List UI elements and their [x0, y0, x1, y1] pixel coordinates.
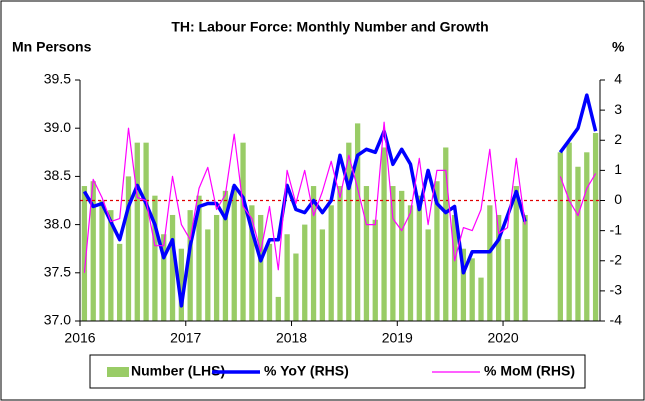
bar: [566, 142, 572, 321]
bar: [504, 239, 511, 321]
y-tick-label: 39.0: [44, 119, 71, 135]
legend-label: % MoM (RHS): [484, 363, 575, 379]
line-series: [83, 121, 597, 273]
bar: [381, 147, 387, 321]
bar: [275, 296, 281, 321]
y2-tick-label: 2: [614, 131, 622, 147]
y-tick-label: 38.5: [44, 167, 71, 183]
bar: [496, 214, 502, 321]
line-series: [82, 93, 598, 308]
y-tick-label: 39.5: [44, 71, 71, 87]
bar: [196, 195, 202, 321]
y2-tick-label: -1: [610, 221, 623, 237]
legend-label: Number (LHS): [131, 363, 225, 379]
x-tick-label: 2019: [382, 330, 413, 346]
y-axis-label: Mn Persons: [12, 39, 92, 55]
bar: [557, 152, 563, 321]
bar: [487, 205, 493, 321]
y2-axis-label: %: [612, 39, 625, 55]
x-tick-label: 2020: [487, 330, 518, 346]
bar: [425, 229, 431, 321]
y2-tick-label: 4: [614, 71, 622, 87]
bar: [161, 234, 167, 321]
bar: [407, 205, 414, 321]
bar: [258, 214, 264, 321]
bar: [187, 210, 193, 321]
bar: [354, 123, 361, 321]
bar: [117, 243, 123, 321]
bar: [205, 229, 211, 321]
y2-tick-label: 1: [614, 161, 622, 177]
bar: [399, 190, 405, 321]
bar: [416, 195, 422, 321]
y-tick-label: 37.5: [44, 264, 71, 280]
bar: [222, 190, 229, 321]
bar: [522, 214, 528, 321]
bar: [143, 142, 149, 321]
bar: [390, 186, 396, 321]
bar: [108, 210, 114, 321]
bar: [592, 133, 599, 321]
bar: [513, 186, 519, 321]
bar: [584, 152, 590, 321]
bar: [125, 176, 132, 321]
bar: [478, 277, 484, 321]
bar: [152, 195, 158, 321]
y2-tick-label: -3: [610, 282, 623, 298]
y2-tick-label: -4: [610, 312, 623, 328]
chart-title: TH: Labour Force: Monthly Number and Gro…: [171, 19, 488, 35]
y2-tick-label: 0: [614, 191, 622, 207]
x-tick-label: 2017: [170, 330, 201, 346]
x-tick-label: 2018: [276, 330, 307, 346]
bar: [213, 214, 220, 321]
bar: [372, 219, 378, 321]
bar: [178, 248, 184, 321]
bar: [99, 200, 105, 321]
bar: [266, 243, 273, 321]
legend-swatch: [107, 367, 129, 377]
bar: [337, 186, 343, 321]
bar: [319, 229, 326, 321]
bar: [434, 181, 440, 321]
x-tick-label: 2016: [64, 330, 95, 346]
bar: [240, 142, 246, 321]
y2-tick-label: -2: [610, 251, 623, 267]
bar: [284, 234, 290, 321]
y-tick-label: 37.0: [44, 312, 71, 328]
bar: [302, 224, 308, 321]
y-tick-label: 38.0: [44, 215, 71, 231]
bar: [293, 253, 299, 321]
bar: [469, 258, 475, 321]
bar: [310, 186, 317, 321]
bar: [169, 214, 176, 321]
y2-tick-label: 3: [614, 101, 622, 117]
bar: [81, 186, 88, 321]
bar: [328, 205, 334, 321]
bar: [90, 181, 96, 321]
bar: [249, 205, 255, 321]
bar: [443, 147, 449, 321]
legend-box: [89, 354, 586, 389]
bar: [363, 186, 370, 321]
bar: [460, 248, 467, 321]
bar: [451, 214, 458, 321]
bar: [346, 142, 352, 321]
bar: [575, 166, 581, 321]
legend-label: % YoY (RHS): [264, 363, 349, 379]
bar: [231, 186, 237, 321]
bar: [134, 142, 140, 321]
